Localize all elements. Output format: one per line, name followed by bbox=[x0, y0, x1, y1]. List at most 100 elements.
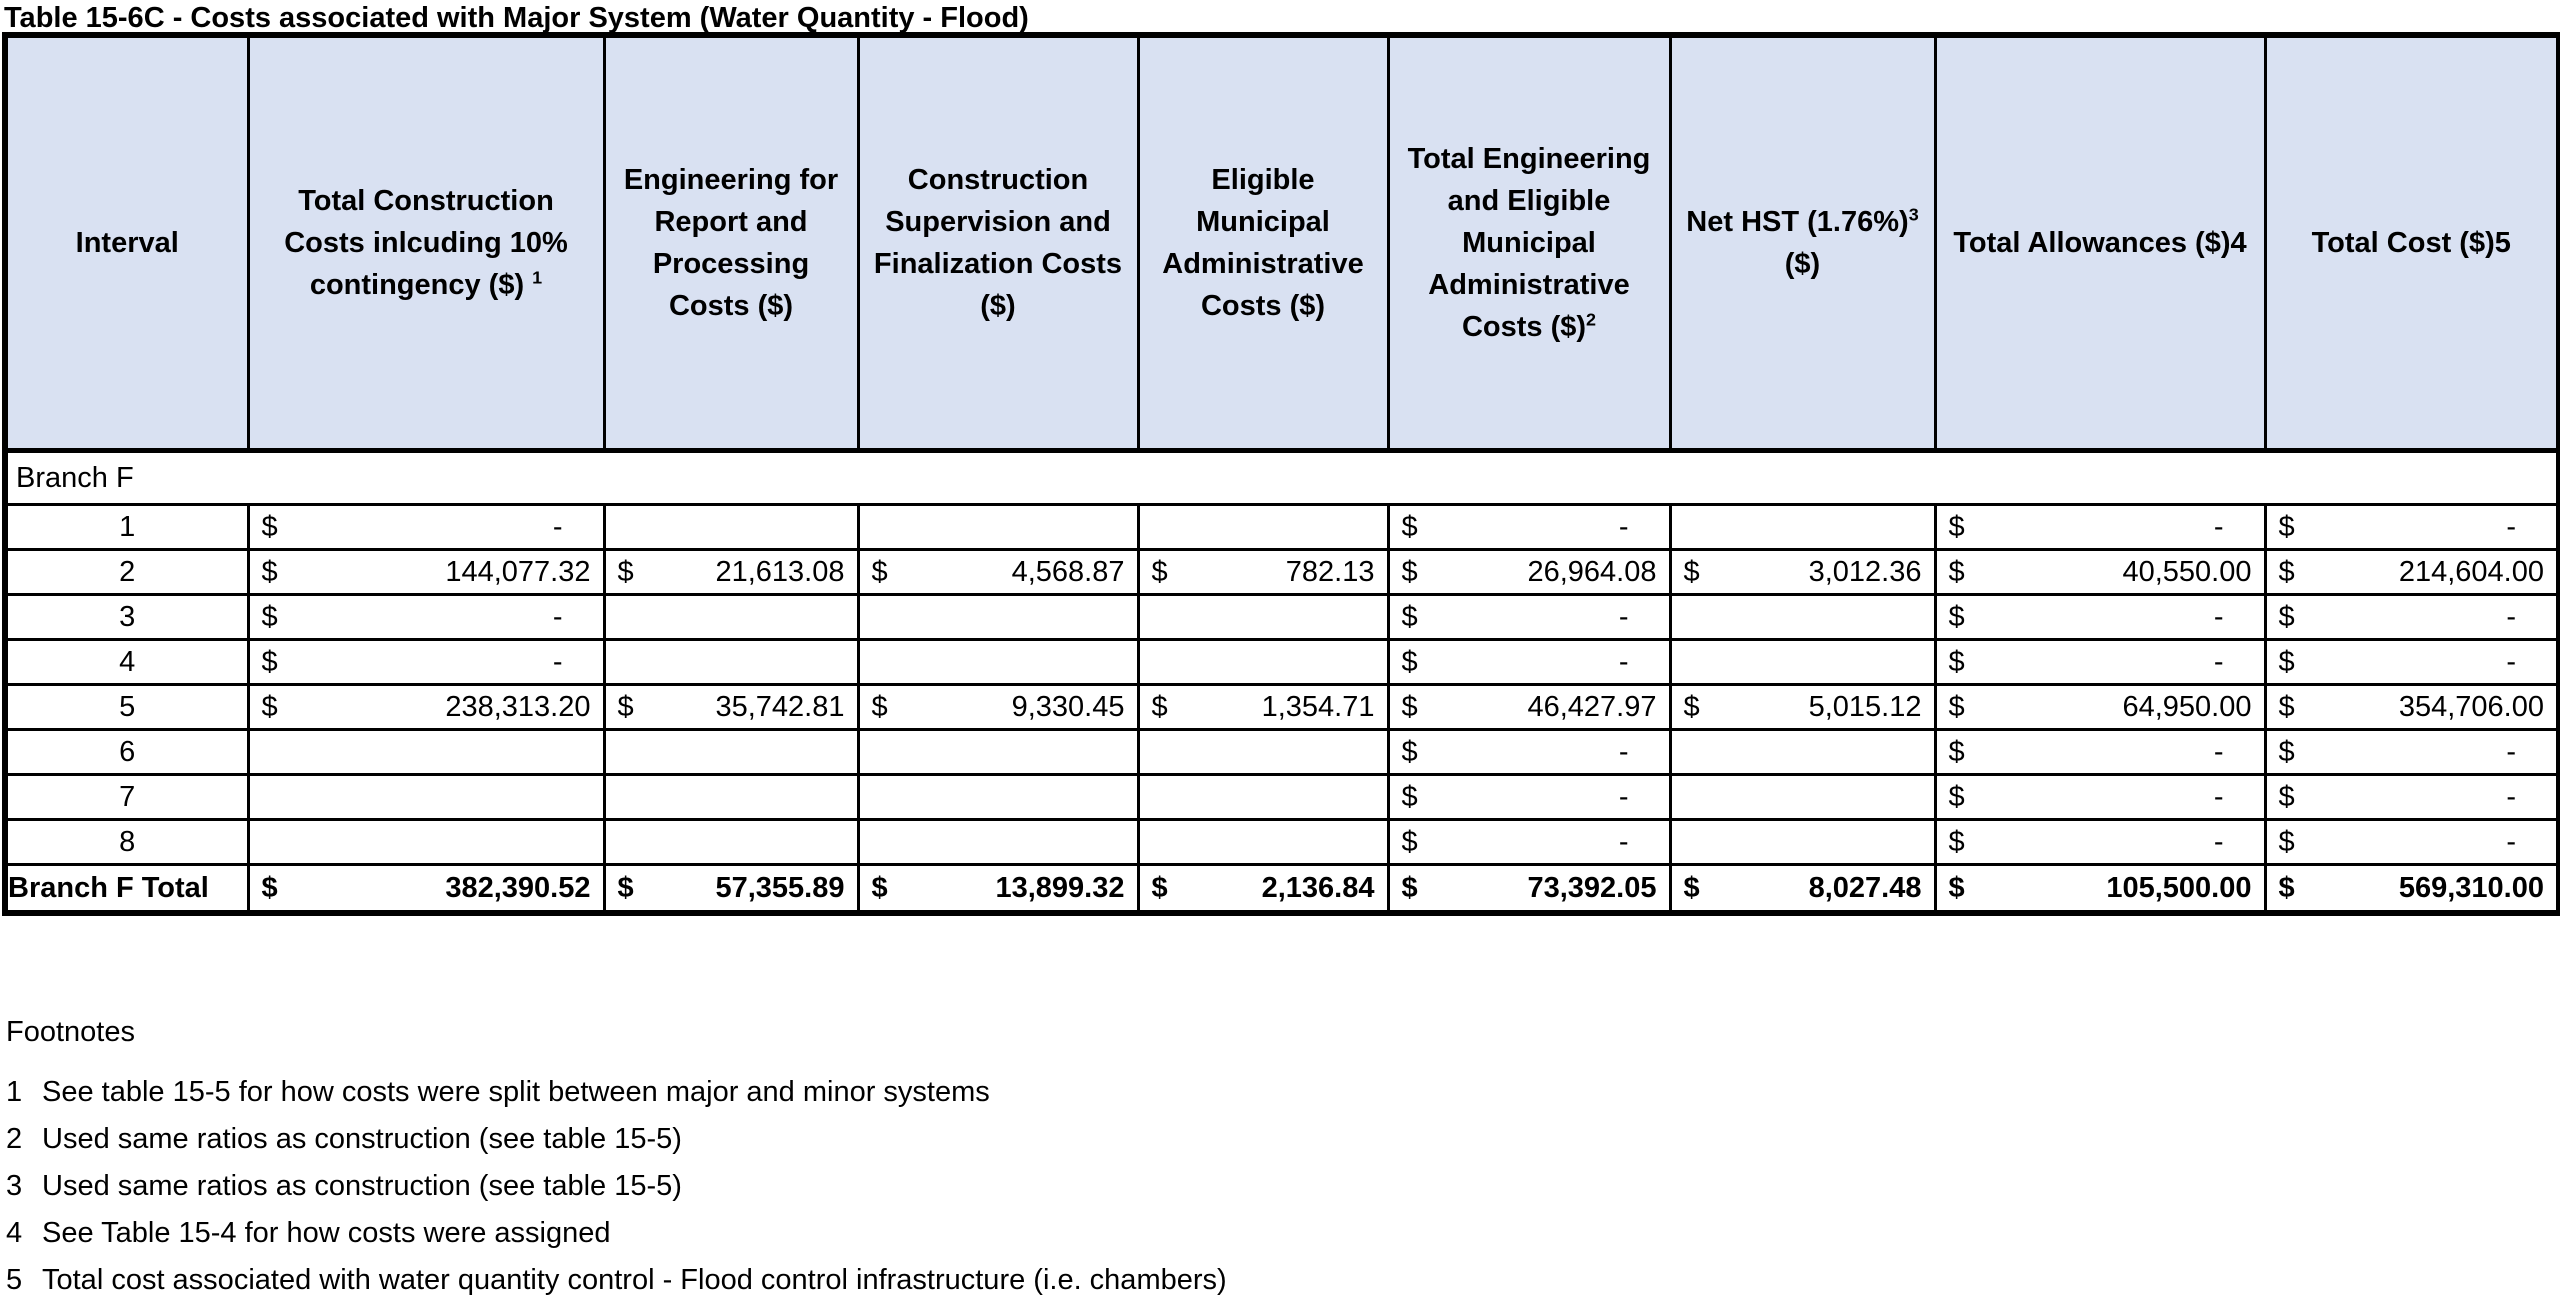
money-cell: $46,427.97 bbox=[1386, 683, 1672, 731]
currency-symbol: $ bbox=[1401, 510, 1418, 543]
money-cell bbox=[856, 818, 1140, 866]
footnotes-section: Footnotes 1 See table 15-5 for how costs… bbox=[6, 1016, 2560, 1295]
footnote-number: 5 bbox=[6, 1264, 23, 1296]
footnote-text: Total cost associated with water quantit… bbox=[42, 1264, 1227, 1296]
money-cell bbox=[1136, 638, 1390, 686]
footnote-4: 4 See Table 15-4 for how costs were assi… bbox=[6, 1218, 2560, 1248]
footnote-text: Used same ratios as construction (see ta… bbox=[42, 1170, 682, 1202]
money-cell: $ - bbox=[246, 503, 606, 551]
cell-value: 21,613.08 bbox=[715, 555, 845, 588]
money-cell bbox=[246, 818, 606, 866]
money-cell: $105,500.00 bbox=[1933, 863, 2267, 915]
currency-symbol: $ bbox=[1948, 690, 1965, 723]
cell-value: - bbox=[2506, 825, 2516, 858]
money-cell: $13,899.32 bbox=[856, 863, 1140, 915]
currency-symbol: $ bbox=[1401, 555, 1418, 588]
currency-symbol: $ bbox=[1948, 825, 1965, 858]
currency-symbol: $ bbox=[1401, 645, 1418, 678]
currency-symbol: $ bbox=[2278, 510, 2295, 543]
currency-symbol: $ bbox=[1948, 735, 1965, 768]
interval-cell: 2 bbox=[3, 548, 250, 596]
cell-value: - bbox=[2213, 645, 2224, 678]
money-cell bbox=[602, 818, 860, 866]
footnote-number: 4 bbox=[6, 1217, 23, 1249]
cell-value: 105,500.00 bbox=[2106, 871, 2252, 904]
currency-symbol: $ bbox=[1151, 871, 1168, 904]
column-header-interval: Interval bbox=[3, 33, 250, 453]
table-row: 6 $ - $ - $ - bbox=[3, 728, 2560, 776]
cell-value: - bbox=[1618, 735, 1629, 768]
money-cell: $4,568.87 bbox=[856, 548, 1140, 596]
currency-symbol: $ bbox=[1401, 780, 1418, 813]
currency-symbol: $ bbox=[2278, 825, 2295, 858]
cell-value: 9,330.45 bbox=[1011, 690, 1125, 723]
currency-symbol: $ bbox=[1948, 510, 1965, 543]
currency-symbol: $ bbox=[1948, 871, 1965, 904]
money-cell bbox=[1136, 728, 1390, 776]
money-cell: $21,613.08 bbox=[602, 548, 860, 596]
currency-symbol: $ bbox=[1401, 600, 1418, 633]
money-cell bbox=[602, 503, 860, 551]
money-cell: $ - bbox=[1933, 818, 2267, 866]
table-row: 1 $ - $ - $ - $ - bbox=[3, 503, 2560, 551]
money-cell bbox=[1668, 818, 1937, 866]
money-cell: $ - bbox=[246, 593, 606, 641]
section-label: Branch F bbox=[3, 449, 2560, 506]
currency-symbol: $ bbox=[261, 600, 278, 633]
footnote-5: 5 Total cost associated with water quant… bbox=[6, 1265, 2560, 1295]
money-cell bbox=[1136, 503, 1390, 551]
cell-value: 144,077.32 bbox=[445, 555, 591, 588]
money-cell: $1,354.71 bbox=[1136, 683, 1390, 731]
section-row: Branch F bbox=[3, 449, 2560, 506]
table-row: 4 $ - $ - $ - $ - bbox=[3, 638, 2560, 686]
cell-value: - bbox=[2506, 780, 2516, 813]
money-cell: $9,330.45 bbox=[856, 683, 1140, 731]
cell-value: 46,427.97 bbox=[1527, 690, 1657, 723]
cell-value: 35,742.81 bbox=[715, 690, 845, 723]
currency-symbol: $ bbox=[2278, 735, 2295, 768]
interval-cell: 6 bbox=[3, 728, 250, 776]
money-cell bbox=[856, 638, 1140, 686]
cell-value: - bbox=[1618, 600, 1629, 633]
currency-symbol: $ bbox=[261, 871, 278, 904]
footnote-text: Used same ratios as construction (see ta… bbox=[42, 1123, 682, 1155]
currency-symbol: $ bbox=[617, 555, 634, 588]
money-cell: $214,604.00 bbox=[2263, 548, 2560, 596]
money-cell: $ - bbox=[1933, 773, 2267, 821]
money-cell: $ - bbox=[1386, 503, 1672, 551]
currency-symbol: $ bbox=[1401, 871, 1418, 904]
interval-cell: 3 bbox=[3, 593, 250, 641]
cell-value: - bbox=[1618, 645, 1629, 678]
currency-symbol: $ bbox=[261, 690, 278, 723]
currency-symbol: $ bbox=[261, 510, 278, 543]
money-cell: $64,950.00 bbox=[1933, 683, 2267, 731]
money-cell: $354,706.00 bbox=[2263, 683, 2560, 731]
currency-symbol: $ bbox=[1683, 555, 1700, 588]
cell-value: - bbox=[2213, 780, 2224, 813]
footnote-number: 3 bbox=[6, 1170, 23, 1202]
money-cell bbox=[602, 773, 860, 821]
footnote-number: 2 bbox=[6, 1123, 23, 1155]
interval-cell: 4 bbox=[3, 638, 250, 686]
money-cell bbox=[602, 593, 860, 641]
money-cell: $73,392.05 bbox=[1386, 863, 1672, 915]
table-body: Branch F 1 $ - $ - $ - $ -2 $144,077.32 $21,613.08 $… bbox=[3, 449, 2560, 915]
currency-symbol: $ bbox=[1948, 645, 1965, 678]
money-cell: $5,015.12 bbox=[1668, 683, 1937, 731]
table-title: Table 15-6C - Costs associated with Majo… bbox=[4, 2, 1029, 34]
table-row: 3 $ - $ - $ - $ - bbox=[3, 593, 2560, 641]
money-cell bbox=[1136, 773, 1390, 821]
cell-value: - bbox=[2506, 735, 2516, 768]
money-cell: $ - bbox=[1386, 728, 1672, 776]
money-cell bbox=[1136, 593, 1390, 641]
money-cell: $ - bbox=[2263, 638, 2560, 686]
money-cell: $ - bbox=[1386, 638, 1672, 686]
cell-value: - bbox=[2506, 510, 2516, 543]
currency-symbol: $ bbox=[2278, 555, 2295, 588]
column-header-total-construction-costs: Total Construction Costs inlcuding 10% c… bbox=[246, 33, 606, 453]
money-cell: $ - bbox=[1933, 638, 2267, 686]
costs-table: Interval Total Construction Costs inlcud… bbox=[2, 32, 2560, 916]
column-header-construction-supervision-finalization-costs: Construction Supervision and Finalizatio… bbox=[856, 33, 1140, 453]
money-cell: $ - bbox=[246, 638, 606, 686]
money-cell: $ - bbox=[1933, 728, 2267, 776]
